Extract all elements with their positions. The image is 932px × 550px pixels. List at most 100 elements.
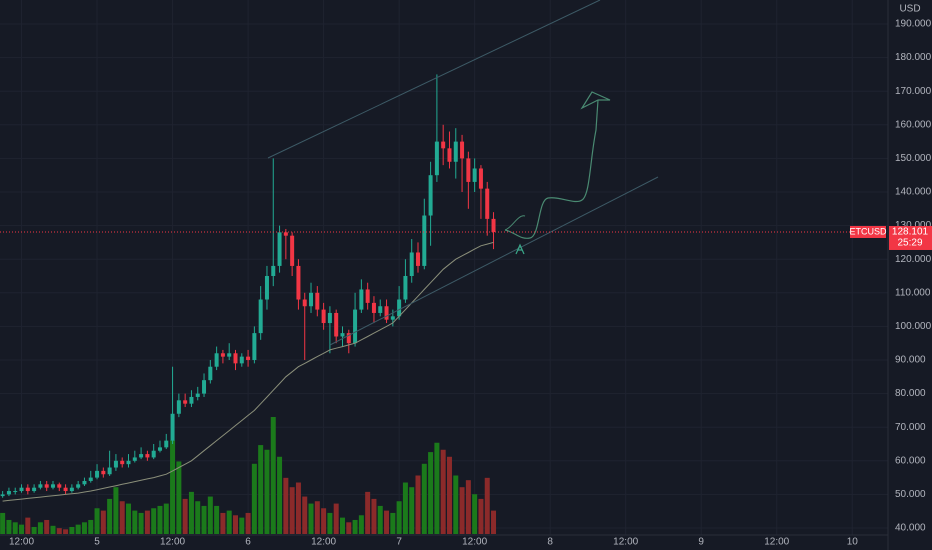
volume-bar [321,508,327,534]
candle-body [183,400,188,404]
y-tick-label: 120.000 [895,254,932,265]
countdown: 25:29 [897,238,922,249]
volume-bar [151,508,157,534]
candle-body [63,487,68,492]
volume-bar [245,512,251,534]
candle-body [239,356,244,364]
volume-bar [339,517,345,534]
volume-bar [69,526,75,534]
volume-bar [415,475,421,534]
candle-body [334,312,339,337]
volume-bar [440,449,446,534]
volume-bar [201,505,207,534]
y-tick-label: 160.000 [895,119,932,130]
candle-body [296,265,301,300]
volume-bar [390,512,396,534]
candle-body [82,480,87,485]
volume-bar [163,503,169,534]
candle-body [157,447,162,451]
candle-body [428,175,433,216]
y-tick-label: 90.000 [895,355,926,366]
volume-bar [94,508,100,534]
candle-body [302,299,307,307]
volume-bar [207,496,213,534]
candle-body [50,484,55,488]
candle-body [126,460,131,465]
volume-bar [113,487,119,534]
volume-bar [107,498,113,534]
volume-bar [170,440,176,534]
y-tick-label: 60.000 [895,455,926,466]
volume-bar [31,526,37,534]
candle-body [19,487,24,492]
price-label: 128.101 [892,227,929,238]
price-tag [889,225,932,250]
volume-bar [182,498,188,534]
candle-body [208,366,213,381]
candle-body [271,265,276,276]
volume-bar [119,501,125,534]
candle-body [416,252,421,266]
volume-bar [358,515,364,534]
candle-body [170,413,175,441]
volume-bar [75,524,81,534]
candle-body [441,141,446,149]
candle-body [252,333,257,360]
volume-bar [144,510,150,534]
symbol-label: ETCUSD [849,226,887,236]
volume-bar [214,505,220,534]
y-tick-label: 110.000 [895,287,931,298]
volume-bar [453,475,459,534]
volume-bar [132,510,138,534]
volume-bar [251,463,257,534]
volume-bar [308,503,314,534]
x-tick-label: 12:00 [9,537,34,548]
x-tick-label: 8 [547,537,553,548]
candle-body [472,168,477,182]
volume-bar [333,503,339,534]
candle-body [132,457,137,461]
candle-body [327,312,332,324]
volume-bar [0,512,6,534]
y-tick-label: 150.000 [895,153,932,164]
volume-bar [396,501,402,534]
volume-bar [44,519,50,534]
y-tick-label: 170.000 [895,86,932,97]
candle-body [145,454,150,458]
candle-body [195,393,200,397]
candle-body [214,353,219,367]
candle-body [453,141,458,162]
candle-body [384,306,389,320]
x-tick-label: 9 [698,537,704,548]
overlay: 40.000 50.000 60.000 70.000 80.000 90.000 100.… [0,19,932,548]
candle-body [491,218,496,232]
volume-bar [81,522,87,534]
y-tick-label: 100.000 [895,321,932,332]
x-tick-label: 12:00 [311,537,336,548]
candle-body [390,316,395,320]
volume-bar [277,456,283,534]
volume-bar [484,477,490,534]
x-tick-label: 10 [847,537,859,548]
candle-body [340,333,345,337]
candle-body [38,484,43,488]
volume-bar [188,491,194,534]
candle-body [227,353,232,357]
candle-body [397,299,402,317]
volume-bar [157,505,163,534]
marker [515,243,525,255]
candle-body [95,470,100,478]
volume-bar [220,512,226,534]
volume-bar [371,498,377,534]
candle-body [365,289,370,303]
volume-bar [289,487,295,534]
volume-bar [6,519,12,534]
candle-body [447,148,452,162]
candle-body [485,188,490,219]
volume-bar [377,505,383,534]
candle-body [101,470,106,475]
candle-body [6,491,11,495]
candle-body [371,302,376,313]
candle-body [25,487,30,492]
volume-bar [302,496,308,534]
